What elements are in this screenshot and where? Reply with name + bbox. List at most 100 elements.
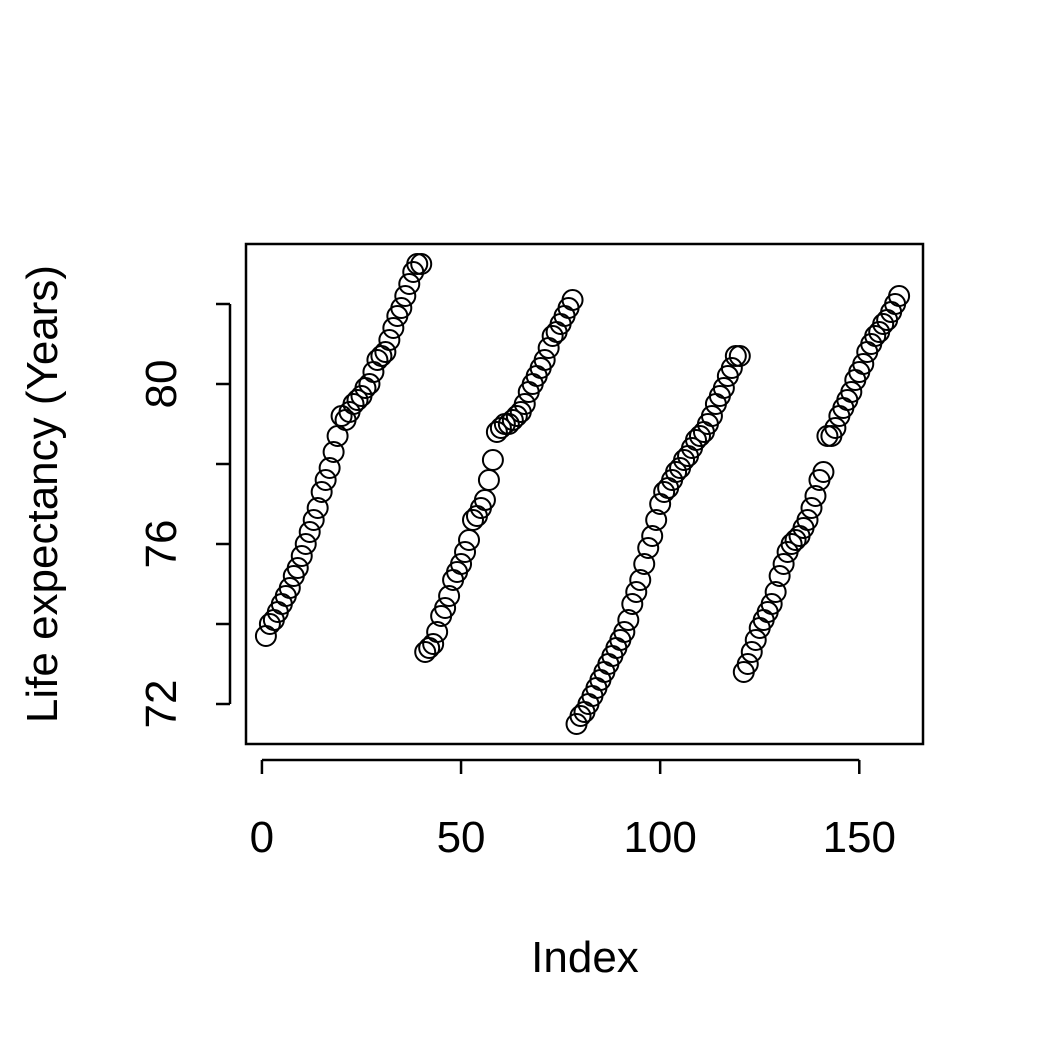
plot-frame [244,242,925,746]
data-point [645,509,668,531]
x-axis-label: Index [531,933,639,982]
x-tick-label: 150 [823,813,896,862]
data-point [374,341,397,363]
data-point [617,609,640,631]
data-point [840,381,863,403]
data-point [306,497,329,519]
data-point [728,345,751,367]
data-point [852,353,875,375]
data-point [768,565,791,587]
data-point [314,469,337,491]
data-point [744,629,767,651]
data-point [625,581,648,603]
data-point [529,357,552,379]
data-point [764,581,787,603]
data-point [286,557,309,579]
data-point [836,389,859,411]
data-point [712,377,735,399]
data-point [557,297,580,319]
data-point [294,533,317,555]
data-point [426,621,449,643]
data-point [637,537,660,559]
data-point [501,409,524,431]
data-point [378,329,401,351]
data-point [322,441,345,463]
x-tick-label: 100 [623,813,696,862]
data-point [446,561,469,583]
data-point [780,533,803,555]
data-point [561,289,584,311]
data-point [366,349,389,371]
data-point [414,641,437,663]
x-tick-label: 50 [437,813,486,862]
data-point [784,529,807,551]
data-point [633,553,656,575]
data-point [438,585,461,607]
data-point [310,481,333,503]
data-point [402,261,425,283]
data-point [346,389,369,411]
data-point [541,325,564,347]
y-tick-label: 80 [137,360,186,409]
data-point [485,421,508,443]
data-point [382,317,405,339]
data-point [665,461,688,483]
data-point [732,661,755,683]
data-point [358,373,381,395]
data-point [290,545,313,567]
y-axis-label: Life expectancy (Years) [18,265,67,723]
data-point [888,285,911,307]
data-point [298,521,321,543]
data-point [342,393,365,415]
data-point [458,529,481,551]
data-point [461,509,484,531]
data-point [716,365,739,387]
data-point [282,565,305,587]
data-point [410,253,433,275]
data-point [736,653,759,675]
data-point [477,469,500,491]
data-point [613,621,636,643]
data-point [533,349,556,371]
data-point [685,429,708,451]
data-point [700,405,723,427]
x-axis: 0 50 100 150 [250,758,896,862]
y-tick-label: 76 [137,520,186,569]
data-point [804,485,827,507]
y-tick-label: 72 [137,680,186,729]
data-point [330,405,353,427]
data-point [386,305,409,327]
data-point [509,401,532,423]
data-point [569,705,592,727]
data-point [760,593,783,615]
data-point [278,577,301,599]
data-point [848,361,871,383]
data-point [688,425,711,447]
data-point [398,273,421,295]
x-tick-label: 0 [250,813,274,862]
data-point [673,449,696,471]
data-point [390,297,413,319]
data-point [497,413,520,435]
data-point [274,585,297,607]
data-point [621,593,644,615]
data-point [473,489,496,511]
data-point [772,553,795,575]
data-point [318,457,341,479]
data-point [609,629,632,651]
data-point [505,405,528,427]
data-point [800,497,823,519]
data-point [740,641,763,663]
data-point [756,601,779,623]
data-point [812,461,835,483]
data-point [824,417,847,439]
data-point [302,509,325,531]
data-point [872,313,895,335]
data-point [454,541,477,563]
data-point [450,553,473,575]
data-point [481,449,504,471]
data-point [864,325,887,347]
data-point [796,509,819,531]
data-point [258,613,281,635]
